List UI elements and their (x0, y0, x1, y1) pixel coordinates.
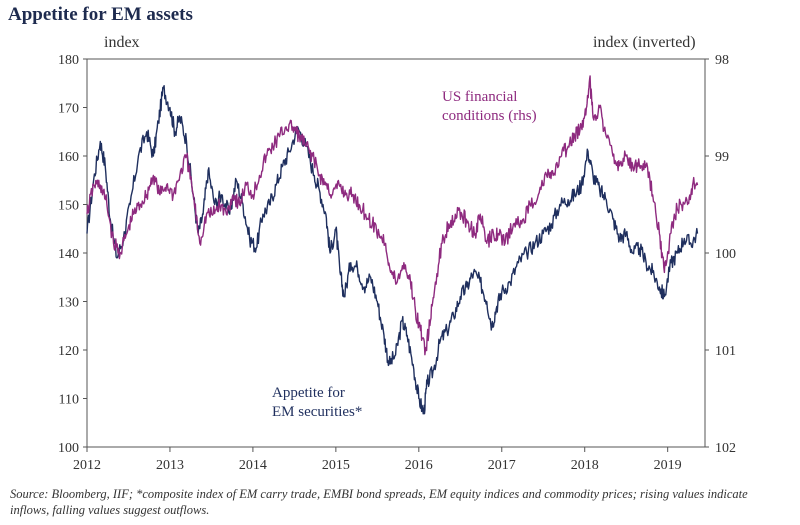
x-tick-label-2013: 2013 (156, 458, 184, 473)
left-tick-label-120: 120 (58, 344, 79, 359)
right-tick-label-102: 102 (715, 441, 736, 456)
right-tick-label-99: 99 (715, 150, 729, 165)
left-tick-label-140: 140 (58, 247, 79, 262)
x-tick-label-2018: 2018 (571, 458, 599, 473)
x-tick-label-2016: 2016 (405, 458, 433, 473)
x-tick-label-2015: 2015 (322, 458, 350, 473)
annotation-us-financial-conditions: US financial conditions (rhs) (442, 89, 537, 124)
annotation-em-appetite: Appetite for EM securities* (272, 385, 362, 420)
source-note: Source: Bloomberg, IIF; *composite index… (10, 487, 748, 517)
series-line-em-appetite (86, 85, 699, 415)
left-tick-label-170: 170 (58, 102, 79, 117)
left-axis-unit: index (104, 34, 140, 51)
x-tick-label-2019: 2019 (654, 458, 682, 473)
series-line-us-financial-conditions (86, 75, 699, 356)
left-tick-label-160: 160 (58, 150, 79, 165)
right-axis-unit: index (inverted) (593, 34, 696, 51)
line-chart: 100 110 120 130 140 150 160 170 180 98 99 100 101 102… (58, 53, 736, 473)
left-tick-label-100: 100 (58, 441, 79, 456)
x-tick-label-2014: 2014 (239, 458, 267, 473)
chart-title: Appetite for EM assets (8, 4, 193, 25)
left-tick-label-150: 150 (58, 199, 79, 214)
right-tick-label-98: 98 (715, 53, 729, 68)
left-tick-label-130: 130 (58, 296, 79, 311)
right-tick-label-101: 101 (715, 344, 736, 359)
x-tick-label-2017: 2017 (488, 458, 516, 473)
left-tick-label-110: 110 (59, 393, 79, 408)
left-tick-label-180: 180 (58, 53, 79, 68)
x-tick-label-2012: 2012 (73, 458, 101, 473)
right-tick-label-100: 100 (715, 247, 736, 262)
